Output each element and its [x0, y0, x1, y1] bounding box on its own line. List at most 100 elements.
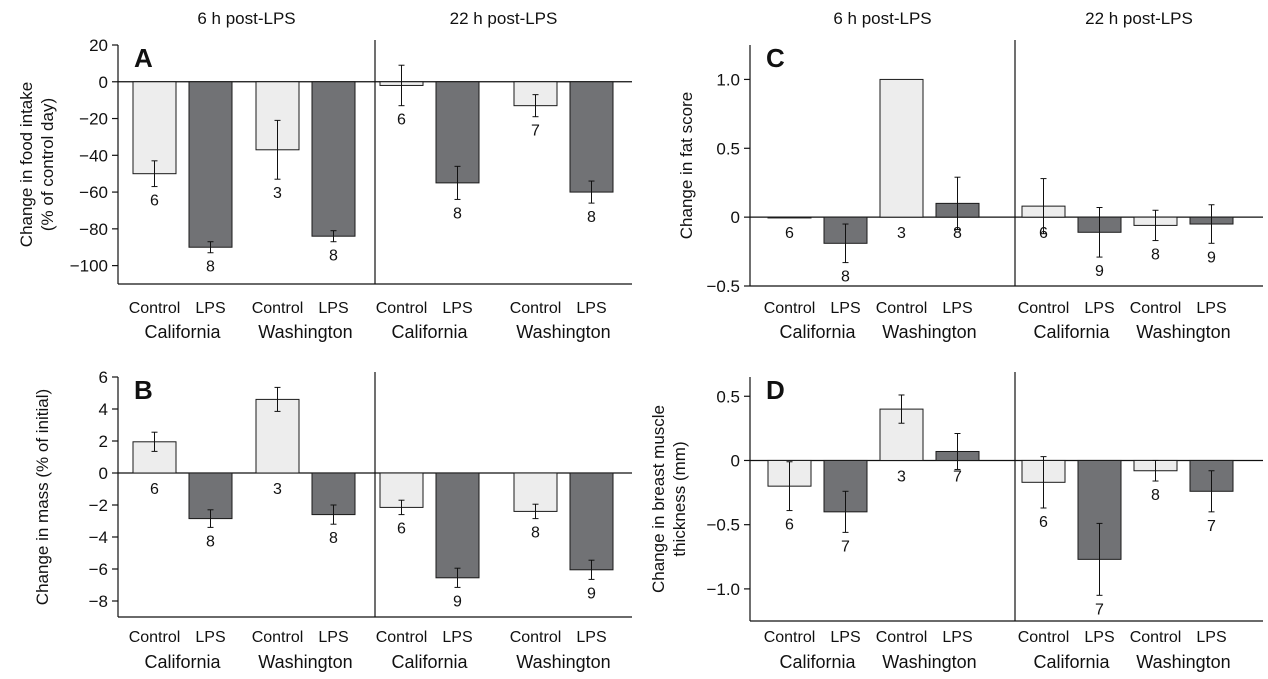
- panel-d-condition-label: LPS: [942, 629, 972, 646]
- panel-b-n-label: 9: [453, 593, 462, 610]
- panel-d-letter: D: [766, 375, 785, 405]
- panel-c-condition-label: Control: [876, 300, 928, 317]
- panel-b-n-label: 6: [150, 481, 159, 498]
- panel-c-n-label: 6: [785, 225, 794, 242]
- panel-a-condition-label: LPS: [318, 300, 348, 317]
- panel-b-ylabel: Change in mass (% of initial): [33, 389, 52, 605]
- panel-c-condition-label: LPS: [942, 300, 972, 317]
- panel-a-ytick-label: −60: [79, 183, 108, 202]
- panel-c-ylabel: Change in fat score: [677, 92, 696, 239]
- panel-d-ylabel: Change in breast muscle: [649, 405, 668, 593]
- panel-a-letter: A: [134, 43, 153, 73]
- panel-d-population-label: Washington: [1136, 652, 1230, 672]
- panel-a-ylabel: Change in food intake: [17, 82, 36, 247]
- panel-c-n-label: 9: [1207, 249, 1216, 266]
- panel-d-population-label: California: [779, 652, 856, 672]
- panel-b-n-label: 9: [587, 585, 596, 602]
- panel-a-time-header: 22 h post-LPS: [450, 9, 558, 28]
- panel-c-ytick-label: 1.0: [716, 70, 740, 89]
- panel-c-bar: [767, 216, 812, 219]
- panel-a-bar: [311, 81, 356, 237]
- panel-b-condition-label: LPS: [318, 629, 348, 646]
- panel-a-n-label: 8: [587, 209, 596, 226]
- panel-b-ytick-label: 0: [99, 464, 108, 483]
- panel-d-ytick-label: 0: [731, 451, 740, 470]
- panel-b-ytick-label: −2: [89, 496, 108, 515]
- panel-c-n-label: 3: [897, 225, 906, 242]
- panel-a-condition-label: LPS: [576, 300, 606, 317]
- panel-c-time-header: 6 h post-LPS: [833, 9, 931, 28]
- panel-a-ytick-label: −100: [70, 257, 108, 276]
- panel-a-condition-label: Control: [510, 300, 562, 317]
- panel-c-n-label: 8: [841, 269, 850, 286]
- panel-a-bar: [188, 81, 233, 248]
- panel-c-condition-label: LPS: [1196, 300, 1226, 317]
- panel-c-n-label: 9: [1095, 263, 1104, 280]
- panel-a-population-label: Washington: [258, 322, 352, 342]
- panel-b-ytick-label: 6: [99, 368, 108, 387]
- panel-d-n-label: 7: [953, 468, 962, 485]
- panel-a-time-header: 6 h post-LPS: [197, 9, 295, 28]
- panel-a-n-label: 6: [397, 112, 406, 129]
- panel-c-time-header: 22 h post-LPS: [1085, 9, 1193, 28]
- panel-b-ytick-label: −6: [89, 560, 108, 579]
- panel-a-ytick-label: 0: [99, 73, 108, 92]
- panel-a-ytick-label: −20: [79, 110, 108, 129]
- panel-a-condition-label: Control: [129, 300, 181, 317]
- panel-d-ytick-label: −0.5: [706, 516, 740, 535]
- panel-d-condition-label: LPS: [1084, 629, 1114, 646]
- panel-c-n-label: 8: [953, 225, 962, 242]
- panel-b-population-label: California: [144, 652, 221, 672]
- panel-c-population-label: California: [1033, 322, 1110, 342]
- panel-c-ytick-label: 0: [731, 208, 740, 227]
- panel-b-condition-label: Control: [129, 629, 181, 646]
- panel-d-n-label: 7: [1207, 518, 1216, 535]
- panel-b-condition-label: LPS: [576, 629, 606, 646]
- panel-b-condition-label: Control: [510, 629, 562, 646]
- panel-c-bar: [879, 78, 924, 218]
- panel-d-ytick-label: −1.0: [706, 580, 740, 599]
- panel-d-population-label: California: [1033, 652, 1110, 672]
- panel-b-condition-label: LPS: [195, 629, 225, 646]
- panel-a-n-label: 3: [273, 185, 282, 202]
- panel-b-population-label: Washington: [516, 652, 610, 672]
- panel-a-n-label: 8: [453, 205, 462, 222]
- panel-d-condition-label: Control: [764, 629, 816, 646]
- panel-d-ytick-label: 0.5: [716, 387, 740, 406]
- panel-b-n-label: 3: [273, 481, 282, 498]
- panel-b-condition-label: Control: [376, 629, 428, 646]
- panel-a-population-label: California: [391, 322, 468, 342]
- panel-a-ylabel: (% of control day): [38, 98, 57, 231]
- panel-a-population-label: California: [144, 322, 221, 342]
- panel-b-bar: [569, 472, 614, 571]
- panel-b-bar: [513, 472, 558, 512]
- panel-a-condition-label: Control: [252, 300, 304, 317]
- panel-c-condition-label: Control: [764, 300, 816, 317]
- panel-c-n-label: 6: [1039, 225, 1048, 242]
- panel-d-n-label: 7: [841, 538, 850, 555]
- panel-a-condition-label: LPS: [442, 300, 472, 317]
- panel-d-n-label: 8: [1151, 487, 1160, 504]
- panel-b-population-label: California: [391, 652, 468, 672]
- panel-b-n-label: 8: [531, 525, 540, 542]
- panel-a-condition-label: Control: [376, 300, 428, 317]
- panel-a-ytick-label: −80: [79, 220, 108, 239]
- panel-d-n-label: 3: [897, 468, 906, 485]
- panel-a-bar: [569, 81, 614, 193]
- panel-c-condition-label: Control: [1130, 300, 1182, 317]
- panel-a-n-label: 8: [206, 259, 215, 276]
- panel-c-ytick-label: 0.5: [716, 139, 740, 158]
- panel-d-condition-label: LPS: [830, 629, 860, 646]
- panel-d-condition-label: LPS: [1196, 629, 1226, 646]
- panel-b-condition-label: Control: [252, 629, 304, 646]
- panel-b-ytick-label: −4: [89, 528, 108, 547]
- panel-d-ylabel: thickness (mm): [670, 441, 689, 556]
- panel-a-ytick-label: 20: [89, 36, 108, 55]
- panel-b-ytick-label: 4: [99, 400, 108, 419]
- panel-b-ytick-label: 2: [99, 432, 108, 451]
- panel-c-condition-label: Control: [1018, 300, 1070, 317]
- panel-d-population-label: Washington: [882, 652, 976, 672]
- panel-a-population-label: Washington: [516, 322, 610, 342]
- panel-d-n-label: 6: [1039, 514, 1048, 531]
